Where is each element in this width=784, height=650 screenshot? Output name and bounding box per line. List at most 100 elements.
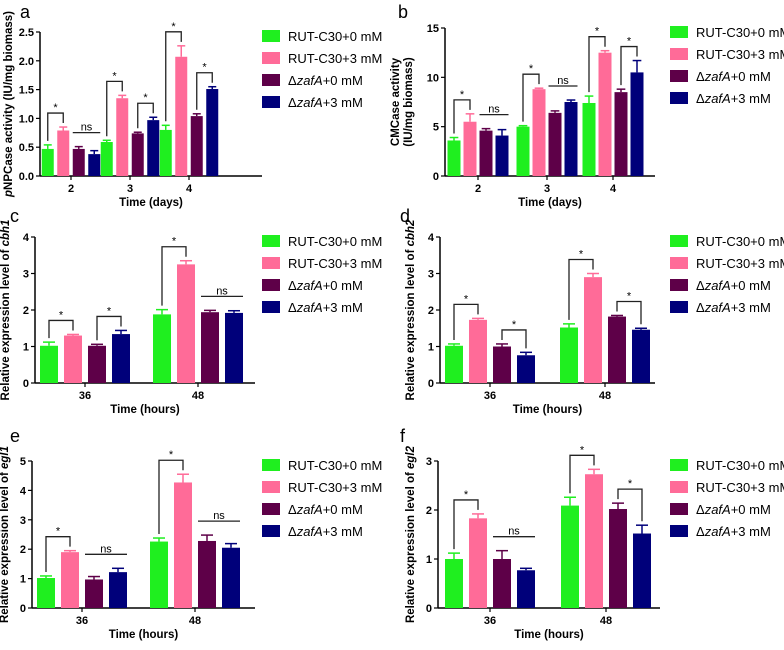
legend-swatch — [670, 235, 688, 247]
panel-letter: d — [400, 206, 410, 226]
legend-label: ΔzafA+3 mM — [696, 524, 771, 539]
bar — [614, 92, 628, 176]
x-tick-label: 36 — [76, 615, 88, 627]
bar — [633, 533, 651, 608]
text-segment: RUT-C30+3 mM — [288, 480, 382, 495]
y-tick-label: 1 — [428, 342, 434, 354]
significance-label: ns — [216, 285, 228, 297]
significance-bracket — [617, 488, 643, 522]
text-segment: +3 mM — [731, 91, 771, 106]
text-segment: Relative expression level of — [0, 469, 11, 623]
legend-swatch — [670, 279, 688, 291]
legend-label: RUT-C30+0 mM — [288, 458, 382, 473]
y-axis-label: (IU/mg biomass) — [403, 57, 415, 147]
panel-f: f 0 1 2 3 36 48 Time (hours) Relative expression… — [400, 426, 784, 641]
text-segment: zafA — [704, 300, 731, 315]
significance-label: * — [529, 63, 534, 75]
text-segment: RUT-C30+3 mM — [288, 256, 382, 271]
significance-label: ns — [81, 122, 93, 134]
bar — [150, 541, 168, 608]
y-tick-label: 0 — [433, 171, 439, 183]
bar — [37, 578, 55, 608]
bar — [608, 316, 626, 383]
x-tick-label: 48 — [192, 390, 204, 402]
significance-bracket — [96, 315, 122, 341]
text-segment: +0 mM — [323, 278, 363, 293]
bar — [64, 335, 82, 383]
legend-label: ΔzafA+0 mM — [288, 73, 363, 88]
bar — [560, 327, 578, 383]
x-axis-label: Time (hours) — [514, 629, 584, 641]
bar — [447, 140, 461, 176]
x-axis-label: Time (hours) — [110, 404, 180, 416]
bar — [225, 312, 243, 383]
text-segment: +0 mM — [731, 278, 771, 293]
y-tick-label: 0 — [23, 378, 29, 390]
significance-label: * — [59, 309, 64, 321]
legend-swatch — [262, 301, 280, 313]
bar — [198, 540, 216, 608]
legend-label: ΔzafA+0 mM — [696, 502, 771, 517]
y-tick-label: 1.0 — [19, 113, 34, 125]
legend-swatch — [262, 503, 280, 515]
legend-swatch — [670, 48, 688, 60]
text-segment: zafA — [704, 91, 731, 106]
bar — [190, 116, 203, 176]
legend-label: RUT-C30+3 mM — [288, 51, 382, 66]
text-segment: zafA — [704, 524, 731, 539]
bar — [495, 135, 509, 176]
text-segment: +3 mM — [731, 300, 771, 315]
text-segment: Δ — [288, 95, 297, 110]
significance-label: ns — [100, 543, 112, 555]
significance-label: * — [579, 249, 584, 261]
significance-label: * — [171, 21, 176, 33]
legend-swatch — [670, 92, 688, 104]
legend-label: RUT-C30+0 mM — [696, 25, 784, 40]
legend-swatch — [262, 30, 280, 42]
y-tick-label: 0 — [426, 603, 432, 615]
text-segment: zafA — [704, 502, 731, 517]
x-tick-label: 48 — [600, 615, 612, 627]
significance-label: * — [56, 526, 61, 538]
significance-bracket — [137, 102, 154, 129]
bar — [445, 345, 463, 383]
y-axis-label: Relative expression level of cbh2 — [405, 219, 417, 400]
legend-label: ΔzafA+3 mM — [696, 300, 771, 315]
bar — [201, 312, 219, 383]
text-segment: RUT-C30+0 mM — [288, 458, 382, 473]
legend-label: ΔzafA+3 mM — [696, 91, 771, 106]
text-segment: cbh1 — [0, 220, 12, 247]
legend-swatch — [670, 459, 688, 471]
legend-swatch — [262, 459, 280, 471]
legend-swatch — [262, 525, 280, 537]
y-tick-label: 2 — [428, 305, 434, 317]
bar — [564, 102, 578, 176]
significance-bracket — [47, 112, 64, 141]
text-segment: egl1 — [0, 446, 11, 469]
significance-label: ns — [213, 510, 225, 522]
legend-label: RUT-C30+0 mM — [288, 234, 382, 249]
significance-label: * — [595, 26, 600, 38]
legend-label: RUT-C30+3 mM — [696, 256, 784, 271]
y-axis-label: Relative expression level of cbh1 — [0, 220, 12, 401]
text-segment: RUT-C30+3 mM — [288, 51, 382, 66]
text-segment: Δ — [696, 300, 705, 315]
significance-label: * — [512, 319, 517, 331]
y-tick-label: 2.5 — [19, 27, 34, 39]
y-tick-label: 5 — [20, 456, 26, 468]
x-tick-label: 3 — [544, 183, 550, 195]
bar — [493, 559, 511, 608]
y-tick-label: 4 — [428, 232, 435, 244]
legend-label: ΔzafA+0 mM — [288, 502, 363, 517]
bar — [609, 509, 627, 608]
significance-label: * — [627, 36, 632, 48]
x-tick-label: 2 — [475, 183, 481, 195]
text-segment: Δ — [288, 73, 297, 88]
x-tick-label: 3 — [127, 183, 133, 195]
text-segment: +0 mM — [323, 73, 363, 88]
significance-bracket — [588, 36, 606, 93]
y-tick-label: 1 — [426, 554, 432, 566]
